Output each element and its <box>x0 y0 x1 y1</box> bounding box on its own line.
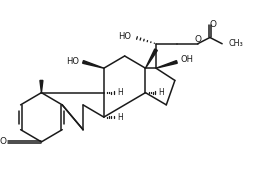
Text: H: H <box>117 88 122 97</box>
Text: CH₃: CH₃ <box>228 39 243 48</box>
Polygon shape <box>40 80 43 93</box>
Text: O: O <box>209 20 216 29</box>
Text: HO: HO <box>66 57 79 66</box>
Text: HO: HO <box>118 32 131 41</box>
Text: O: O <box>0 137 6 146</box>
Polygon shape <box>156 61 177 68</box>
Polygon shape <box>83 61 104 68</box>
Text: O: O <box>194 35 201 44</box>
Text: OH: OH <box>181 55 194 64</box>
Text: H: H <box>117 113 122 122</box>
Text: H: H <box>158 88 164 97</box>
Polygon shape <box>145 49 157 68</box>
